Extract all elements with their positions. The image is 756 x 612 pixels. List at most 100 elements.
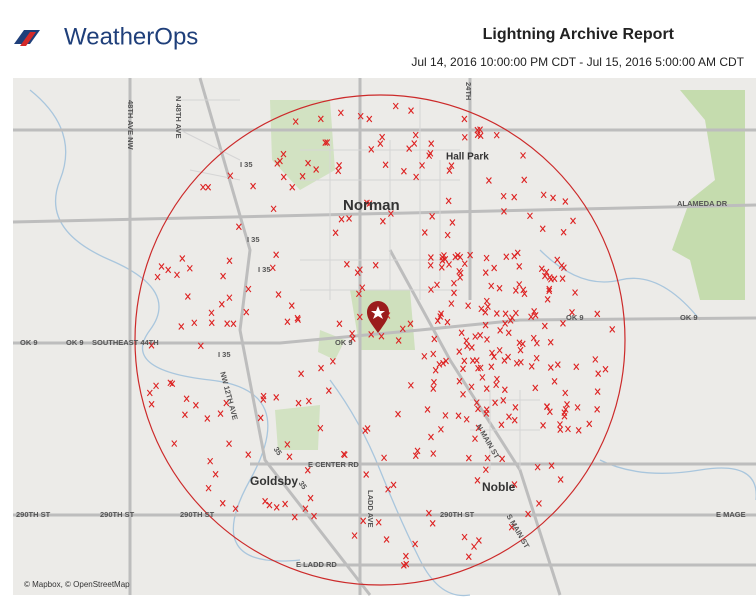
place-labels: Norman Hall Park Goldsby Noble bbox=[250, 152, 516, 495]
lightning-strike bbox=[429, 212, 436, 220]
lightning-strike bbox=[366, 115, 373, 123]
lightning-strike bbox=[379, 217, 386, 225]
lightning-strike bbox=[266, 501, 273, 509]
lightning-strike bbox=[509, 314, 516, 322]
lightning-strike bbox=[444, 231, 451, 239]
lightning-strike bbox=[179, 255, 186, 262]
lightning-strike bbox=[304, 466, 311, 474]
lightning-strike bbox=[419, 162, 425, 169]
river bbox=[539, 249, 701, 321]
lightning-strike bbox=[318, 364, 324, 372]
lightning-strike bbox=[461, 533, 468, 541]
lightning-strike bbox=[465, 454, 472, 462]
lightning-strike bbox=[346, 215, 352, 222]
lightning-strike bbox=[412, 540, 419, 548]
lightning-strike bbox=[533, 339, 540, 347]
lightning-strike bbox=[489, 349, 495, 357]
lightning-strike bbox=[468, 383, 475, 391]
lightning-strike bbox=[541, 272, 548, 280]
lightning-strike bbox=[363, 471, 370, 478]
lightning-strike bbox=[227, 172, 234, 180]
lightning-strike bbox=[456, 377, 463, 385]
lightning-strike bbox=[488, 363, 495, 371]
lightning-strike bbox=[395, 337, 402, 344]
lightning-strike bbox=[540, 191, 547, 199]
lightning-strike bbox=[475, 405, 481, 413]
lightning-strike bbox=[520, 286, 527, 294]
lightning-strike bbox=[496, 284, 503, 292]
lightning-strike bbox=[219, 499, 226, 507]
lightning-strike bbox=[491, 353, 497, 361]
lightning-strike bbox=[399, 325, 406, 333]
lightning-strike bbox=[329, 357, 336, 365]
lightning-strike bbox=[508, 523, 515, 531]
lightning-strike bbox=[465, 553, 472, 561]
lightning-strike bbox=[400, 167, 407, 175]
lightning-strike bbox=[338, 215, 345, 223]
lightning-strike bbox=[461, 133, 468, 141]
lightning-strike bbox=[182, 411, 188, 419]
major-roads bbox=[12, 77, 756, 596]
logo: WeatherOps bbox=[14, 23, 198, 50]
lightning-strike bbox=[273, 251, 280, 259]
lightning-strike bbox=[484, 336, 490, 343]
road-label: LADD AVE bbox=[366, 490, 375, 528]
lightning-strike bbox=[235, 223, 242, 231]
road-label: SOUTHEAST 44TH bbox=[92, 338, 159, 347]
road-label: 290TH ST bbox=[180, 510, 215, 519]
lightning-strike bbox=[575, 427, 582, 434]
marker-pin bbox=[367, 301, 389, 333]
lightning-strike bbox=[208, 319, 215, 327]
lightning-strike bbox=[286, 453, 293, 461]
lightning-strike bbox=[562, 389, 569, 397]
road-label: E CENTER RD bbox=[308, 460, 359, 469]
lightning-strike bbox=[317, 424, 324, 432]
lightning-strike bbox=[525, 510, 532, 518]
lightning-strike bbox=[499, 455, 506, 463]
lightning-strike bbox=[205, 183, 212, 191]
lightning-strike bbox=[501, 208, 507, 215]
lightning-strike bbox=[460, 365, 466, 373]
lightning-strike bbox=[536, 500, 542, 507]
lightning-strike bbox=[469, 357, 476, 364]
lightning-strike bbox=[494, 375, 500, 383]
lightning-strike bbox=[456, 348, 463, 355]
lightning-strike bbox=[411, 140, 418, 147]
lightning-strike bbox=[372, 261, 379, 269]
lightning-strike bbox=[477, 126, 483, 134]
lightning-strike bbox=[482, 269, 489, 276]
lightning-strike bbox=[540, 422, 546, 429]
lightning-strike bbox=[302, 505, 309, 512]
road-label: N 48TH AVE bbox=[174, 96, 183, 139]
lightning-strike bbox=[500, 397, 507, 404]
lightning-strike bbox=[430, 385, 437, 392]
road-label: 48TH AVE NW bbox=[126, 100, 135, 151]
lightning-strike bbox=[465, 302, 472, 310]
lightning-strike bbox=[496, 346, 503, 354]
lightning-strike bbox=[191, 319, 198, 327]
lightning-strike bbox=[493, 310, 500, 317]
lightning-strike bbox=[337, 109, 344, 117]
lightning-strike bbox=[474, 131, 481, 139]
lightning-strike bbox=[560, 320, 566, 327]
lightning-strike bbox=[277, 157, 283, 165]
lightning-strike bbox=[483, 385, 490, 392]
place-label: Norman bbox=[343, 197, 400, 214]
lightning-strike bbox=[461, 115, 468, 123]
lightning-strike bbox=[530, 334, 537, 342]
lightning-strike bbox=[532, 312, 539, 319]
lightning-strike bbox=[564, 401, 570, 408]
lightning-strike bbox=[446, 167, 453, 174]
lightning-strike bbox=[204, 415, 211, 422]
lightning-strike bbox=[602, 365, 609, 373]
lightning-strike bbox=[357, 112, 364, 120]
lightning-strike bbox=[516, 339, 523, 347]
lightning-strike bbox=[482, 308, 489, 316]
lightning-strike bbox=[158, 263, 165, 270]
lightning-strike bbox=[443, 357, 449, 365]
lightning-strike bbox=[224, 320, 231, 328]
lightning-strike bbox=[269, 264, 276, 272]
lightning-strike bbox=[368, 146, 375, 153]
lightning-strike bbox=[336, 320, 343, 328]
lightning-strike bbox=[412, 452, 419, 460]
